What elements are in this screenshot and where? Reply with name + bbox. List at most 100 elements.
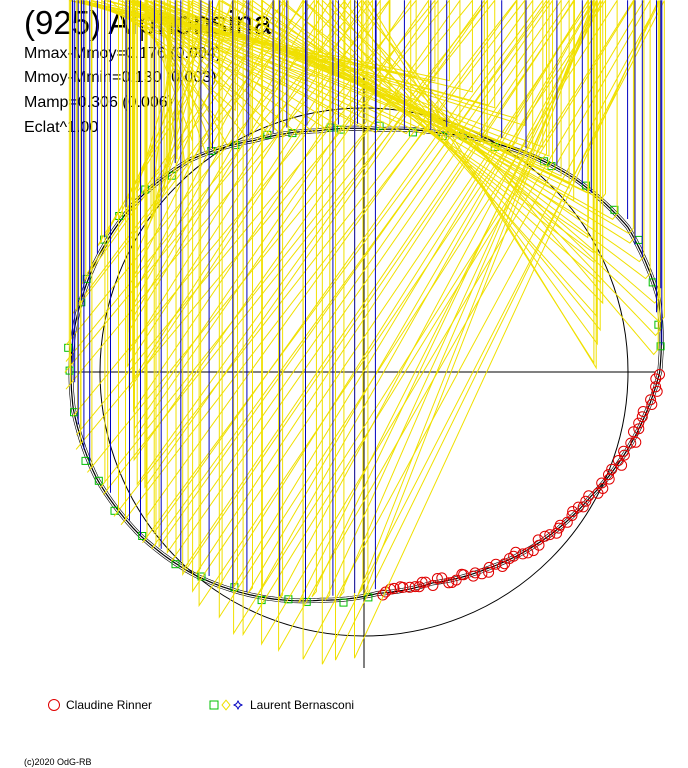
data-point-diamond	[183, 0, 570, 570]
data-point-square	[231, 141, 240, 150]
data-point-circle	[651, 385, 663, 397]
data-point-diamond	[129, 0, 352, 353]
legend-label-bernasconi: Laurent Bernasconi	[250, 698, 355, 712]
data-point-diamond	[278, 0, 651, 652]
data-point-circle	[616, 459, 628, 471]
data-point-diamond	[217, 0, 589, 589]
data-point-circle	[650, 373, 662, 385]
data-point-diamond	[247, 0, 594, 594]
data-point-diamond	[163, 0, 190, 190]
data-point-circle	[409, 581, 421, 593]
data-point-diamond	[166, 0, 554, 555]
data-point-circle	[553, 522, 565, 534]
data-point-square	[171, 560, 180, 569]
data-point-diamond	[65, 0, 346, 346]
data-point-circle	[618, 445, 630, 457]
data-point-circle	[596, 477, 608, 489]
legend-symbol-diamond	[221, 699, 231, 711]
data-point-circle	[446, 577, 458, 588]
data-point-square	[263, 130, 272, 139]
data-point-circle	[532, 534, 544, 546]
data-point-square	[138, 532, 147, 540]
data-point-circle	[483, 561, 495, 573]
stat-mamp: Mamp=0.306 (0.006)	[24, 94, 173, 111]
data-point-diamond	[132, 0, 412, 413]
data-points-group	[64, 0, 665, 665]
data-point-circle	[522, 547, 534, 559]
data-point-circle	[561, 516, 573, 528]
data-point-circle	[394, 581, 406, 593]
data-point-circle	[483, 566, 495, 578]
data-point-circle	[577, 501, 589, 513]
data-point-diamond	[86, 0, 275, 274]
data-point-diamond	[64, 0, 374, 373]
data-point-circle	[490, 558, 502, 570]
data-point-circle	[496, 561, 508, 572]
data-point-circle	[580, 495, 592, 507]
data-point-circle	[404, 581, 416, 593]
data-point-diamond	[126, 0, 367, 368]
data-point-diamond	[136, 0, 485, 486]
data-point-circle	[539, 530, 551, 542]
data-point-square	[65, 366, 74, 375]
legend-symbol-circle	[48, 699, 60, 711]
data-point-circle	[436, 572, 448, 584]
legend-symbols	[48, 699, 244, 711]
data-point-diamond	[145, 0, 518, 519]
data-point-circle	[476, 568, 488, 580]
data-point-circle	[603, 469, 614, 481]
data-point-square	[656, 342, 665, 351]
data-point-circle	[633, 423, 645, 435]
data-point-diamond	[218, 0, 618, 619]
data-point-diamond	[132, 0, 381, 382]
data-point-circle	[499, 558, 511, 570]
data-point-circle	[633, 417, 645, 429]
legend-label-rinner: Claudine Rinner	[66, 698, 153, 712]
data-point-diamond	[144, 0, 488, 489]
data-point-circle	[377, 589, 389, 601]
stat-eclat: Eclat^1.00	[24, 119, 99, 136]
data-point-circle	[413, 581, 425, 593]
data-point-diamond	[72, 0, 417, 417]
data-point-square	[610, 205, 619, 214]
data-point-circle	[456, 568, 468, 580]
data-point-square	[197, 572, 206, 581]
data-point-diamond	[158, 0, 548, 549]
data-point-diamond	[233, 0, 634, 636]
data-point-diamond	[302, 0, 660, 660]
data-point-square	[284, 595, 293, 604]
legend-symbol-star	[232, 699, 244, 711]
legend-symbol-square	[209, 700, 219, 710]
data-point-circle	[606, 463, 618, 475]
data-point-circle	[646, 399, 658, 410]
data-point-circle	[628, 426, 639, 438]
data-point-circle	[625, 437, 637, 449]
data-point-diamond	[198, 0, 607, 608]
data-point-diamond	[87, 0, 473, 473]
data-point-diamond	[142, 0, 544, 544]
data-point-circle	[572, 501, 584, 513]
data-point-square	[540, 157, 549, 166]
data-point-diamond	[335, 0, 661, 661]
copyright: (c)2020 OdG-RB	[24, 757, 92, 767]
data-point-square	[230, 583, 239, 592]
data-point-circle	[636, 411, 648, 423]
data-point-circle	[650, 381, 662, 393]
data-point-circle	[527, 545, 539, 557]
data-point-square	[339, 598, 348, 607]
data-point-square	[94, 476, 103, 485]
data-point-diamond	[120, 0, 526, 526]
data-point-square	[64, 343, 73, 352]
data-point-circle	[380, 586, 392, 598]
data-point-diamond	[261, 0, 645, 646]
data-point-diamond	[152, 0, 211, 211]
data-point-square	[581, 181, 590, 190]
data-point-circle	[427, 580, 439, 591]
data-point-diamond	[242, 0, 635, 637]
data-point-circle	[645, 394, 657, 406]
data-point-circle	[637, 406, 649, 417]
data-point-circle	[551, 527, 563, 539]
data-point-circle	[567, 506, 579, 517]
data-point-circle	[544, 529, 556, 541]
